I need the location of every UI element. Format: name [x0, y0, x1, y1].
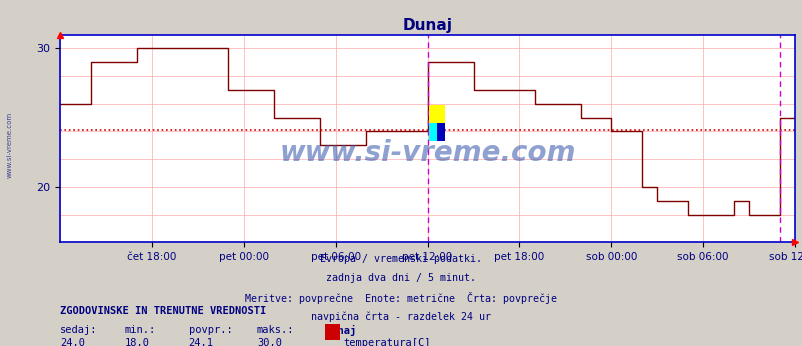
Bar [428, 123, 436, 141]
Text: 18,0: 18,0 [124, 338, 149, 346]
Text: zadnja dva dni / 5 minut.: zadnja dva dni / 5 minut. [326, 273, 476, 283]
Text: min.:: min.: [124, 325, 156, 335]
Text: 24,1: 24,1 [188, 338, 213, 346]
Text: temperatura[C]: temperatura[C] [343, 338, 431, 346]
Text: povpr.:: povpr.: [188, 325, 232, 335]
Title: Dunaj: Dunaj [402, 18, 452, 34]
Text: Meritve: povprečne  Enote: metrične  Črta: povprečje: Meritve: povprečne Enote: metrične Črta:… [245, 292, 557, 304]
Bar [428, 105, 444, 123]
Text: ZGODOVINSKE IN TRENUTNE VREDNOSTI: ZGODOVINSKE IN TRENUTNE VREDNOSTI [60, 306, 266, 316]
Text: sedaj:: sedaj: [60, 325, 98, 335]
Text: 30,0: 30,0 [257, 338, 282, 346]
Text: maks.:: maks.: [257, 325, 294, 335]
Text: 24,0: 24,0 [60, 338, 85, 346]
Text: www.si-vreme.com: www.si-vreme.com [6, 112, 13, 179]
Bar [436, 123, 444, 141]
Text: www.si-vreme.com: www.si-vreme.com [279, 139, 575, 167]
Text: Dunaj: Dunaj [325, 325, 356, 336]
Text: Evropa / vremenski podatki.: Evropa / vremenski podatki. [320, 254, 482, 264]
Text: navpična črta - razdelek 24 ur: navpična črta - razdelek 24 ur [311, 311, 491, 322]
